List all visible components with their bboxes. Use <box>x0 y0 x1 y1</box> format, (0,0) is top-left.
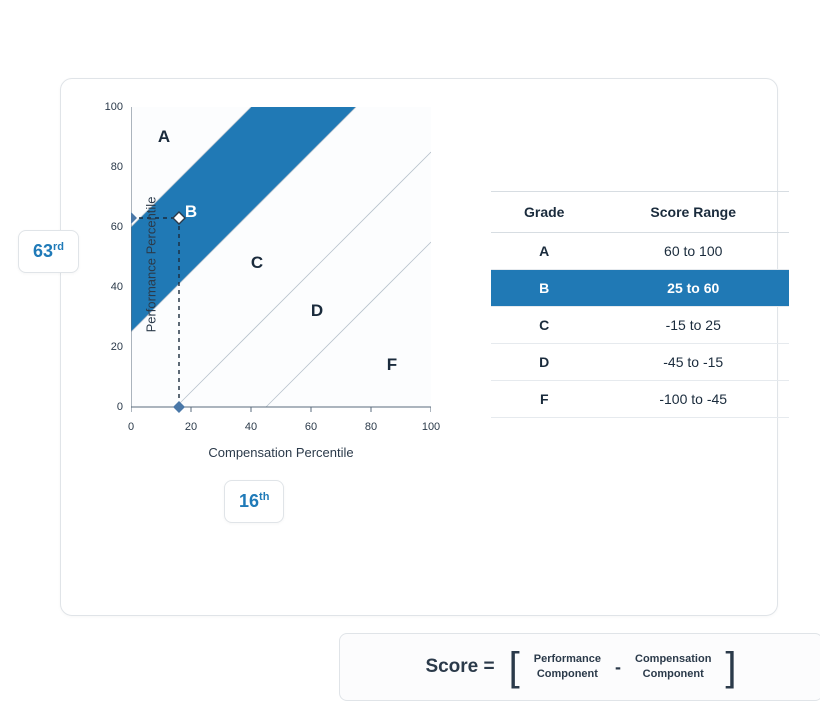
grade-label-f: F <box>387 355 397 375</box>
x-tick: 40 <box>245 421 257 433</box>
score-formula: Score = [ PerformanceComponent - Compens… <box>339 633 820 701</box>
bracket-close-icon: ] <box>725 647 736 687</box>
table-header-grade: Grade <box>491 192 597 233</box>
table-header-range: Score Range <box>597 192 789 233</box>
table-row: A60 to 100 <box>491 233 789 270</box>
x-tick: 20 <box>185 421 197 433</box>
main-card: ABCDF Performance Percentile Compensatio… <box>60 78 778 616</box>
grade-cell: D <box>491 344 597 381</box>
range-cell: -100 to -45 <box>597 381 789 418</box>
range-cell: -45 to -15 <box>597 344 789 381</box>
table-row: F-100 to -45 <box>491 381 789 418</box>
grade-label-d: D <box>311 301 323 321</box>
table-row: C-15 to 25 <box>491 307 789 344</box>
x-tick: 100 <box>422 421 440 433</box>
y-tick: 60 <box>93 221 123 233</box>
x-axis-label: Compensation Percentile <box>131 445 431 460</box>
y-tick: 40 <box>93 281 123 293</box>
formula-lhs: Score = <box>425 656 494 678</box>
x-tick: 80 <box>365 421 377 433</box>
score-range-table: Grade Score Range A60 to 100B25 to 60C-1… <box>491 191 789 418</box>
formula-comp-component: CompensationComponent <box>635 652 711 682</box>
grade-cell: B <box>491 270 597 307</box>
grade-label-a: A <box>158 127 170 147</box>
range-cell: -15 to 25 <box>597 307 789 344</box>
grade-label-c: C <box>251 253 263 273</box>
y-percentile-badge: 63rd <box>18 230 79 273</box>
minus-icon: - <box>615 657 621 678</box>
table-row: D-45 to -15 <box>491 344 789 381</box>
bracket-open-icon: [ <box>509 647 520 687</box>
grade-label-b: B <box>185 202 197 222</box>
y-tick: 80 <box>93 161 123 173</box>
range-cell: 60 to 100 <box>597 233 789 270</box>
x-percentile-badge: 16th <box>224 480 284 523</box>
y-tick: 100 <box>93 101 123 113</box>
formula-perf-component: PerformanceComponent <box>534 652 601 682</box>
table-row: B25 to 60 <box>491 270 789 307</box>
grade-cell: C <box>491 307 597 344</box>
y-tick: 20 <box>93 341 123 353</box>
y-tick: 0 <box>93 401 123 413</box>
x-tick: 0 <box>128 421 134 433</box>
x-tick: 60 <box>305 421 317 433</box>
y-axis-label: Performance Percentile <box>143 197 158 333</box>
range-cell: 25 to 60 <box>597 270 789 307</box>
grade-cell: F <box>491 381 597 418</box>
chart: ABCDF Performance Percentile Compensatio… <box>131 107 431 417</box>
grade-cell: A <box>491 233 597 270</box>
